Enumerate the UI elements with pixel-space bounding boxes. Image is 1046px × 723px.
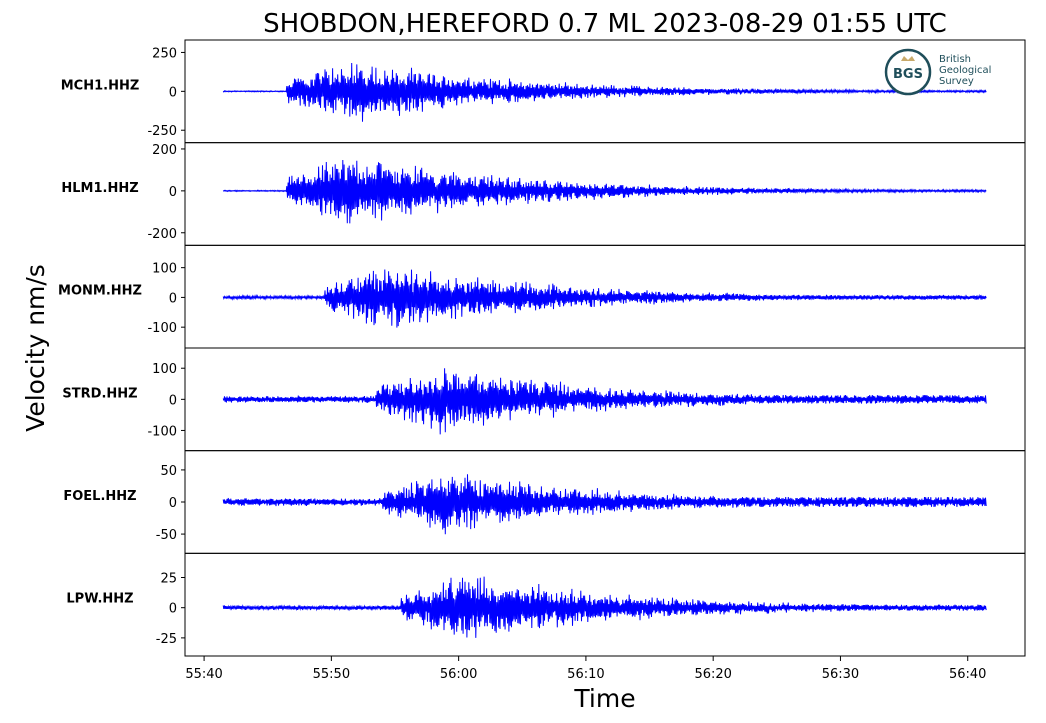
y-tick-label: 0 xyxy=(169,185,177,200)
crown-icon xyxy=(901,56,915,61)
bgs-logo-text: Geological xyxy=(939,65,991,76)
waveform-hlm1-hhz xyxy=(222,159,987,224)
y-tick-label: -100 xyxy=(147,424,177,439)
y-tick-label: -100 xyxy=(147,321,177,336)
y-axis-label: Velocity nm/s xyxy=(21,264,50,432)
station-label: MCH1.HHZ xyxy=(61,78,140,93)
panel-strd-hhz: 100 0 -100 STRD.HHZ xyxy=(62,347,1026,452)
y-tick-label: 100 xyxy=(152,262,177,277)
bgs-logo-text: British xyxy=(939,54,971,65)
y-tick-label: 0 xyxy=(169,393,177,408)
x-axis-label: Time xyxy=(573,684,635,713)
x-tick-label: 55:40 xyxy=(185,667,222,682)
x-axis: 55:40 55:50 56:00 56:10 56:20 56:30 56:40 xyxy=(185,656,986,682)
waveform-lpw-hhz xyxy=(222,576,987,638)
station-label: LPW.HHZ xyxy=(66,592,133,607)
y-tick-label: 0 xyxy=(169,602,177,617)
bgs-abbrev: BGS xyxy=(893,67,923,82)
y-tick-label: 200 xyxy=(152,143,177,158)
station-label: FOEL.HHZ xyxy=(63,489,136,504)
x-tick-label: 56:10 xyxy=(567,667,604,682)
panel-hlm1-hhz: 200 0 -200 HLM1.HHZ xyxy=(61,142,1026,246)
y-tick-label: 0 xyxy=(169,291,177,306)
bgs-logo-text: Survey xyxy=(939,76,974,87)
y-tick-label: -250 xyxy=(147,124,177,139)
y-tick-label: 100 xyxy=(152,362,177,377)
x-tick-label: 56:30 xyxy=(822,667,859,682)
panel-frame xyxy=(184,552,1026,657)
y-tick-label: 50 xyxy=(160,464,177,479)
x-tick-label: 55:50 xyxy=(313,667,350,682)
x-tick-label: 56:20 xyxy=(694,667,731,682)
y-tick-label: 25 xyxy=(160,571,177,586)
panel-foel-hhz: 50 0 -50 FOEL.HHZ xyxy=(63,450,1026,554)
waveform-mch1-hhz xyxy=(222,62,987,122)
y-tick-label: -50 xyxy=(156,528,177,543)
panel-mch1-hhz: 250 0 -250 MCH1.HHZ xyxy=(61,39,1026,144)
y-tick-label: 0 xyxy=(169,496,177,511)
y-tick-label: -200 xyxy=(147,227,177,242)
panel-lpw-hhz: 25 0 -25 LPW.HHZ xyxy=(66,552,1026,657)
y-tick-label: -25 xyxy=(156,632,177,647)
waveform-foel-hhz xyxy=(222,474,987,535)
waveform-strd-hhz xyxy=(222,368,987,435)
station-label: MONM.HHZ xyxy=(58,284,142,299)
x-tick-label: 56:00 xyxy=(440,667,477,682)
x-tick-label: 56:40 xyxy=(949,667,986,682)
y-tick-label: 0 xyxy=(169,85,177,100)
waveform-monm-hhz xyxy=(222,269,987,328)
y-tick-label: 250 xyxy=(152,46,177,61)
bgs-seal-icon xyxy=(884,48,932,96)
station-panels: 2500-250MCH1.HHZ2000-200HLM1.HHZ1000-100… xyxy=(58,39,1026,657)
station-label: HLM1.HHZ xyxy=(61,181,138,196)
panel-monm-hhz: 100 0 -100 MONM.HHZ xyxy=(58,244,1026,349)
station-label: STRD.HHZ xyxy=(62,386,137,401)
chart-title: SHOBDON,HEREFORD 0.7 ML 2023-08-29 01:55… xyxy=(263,9,947,39)
